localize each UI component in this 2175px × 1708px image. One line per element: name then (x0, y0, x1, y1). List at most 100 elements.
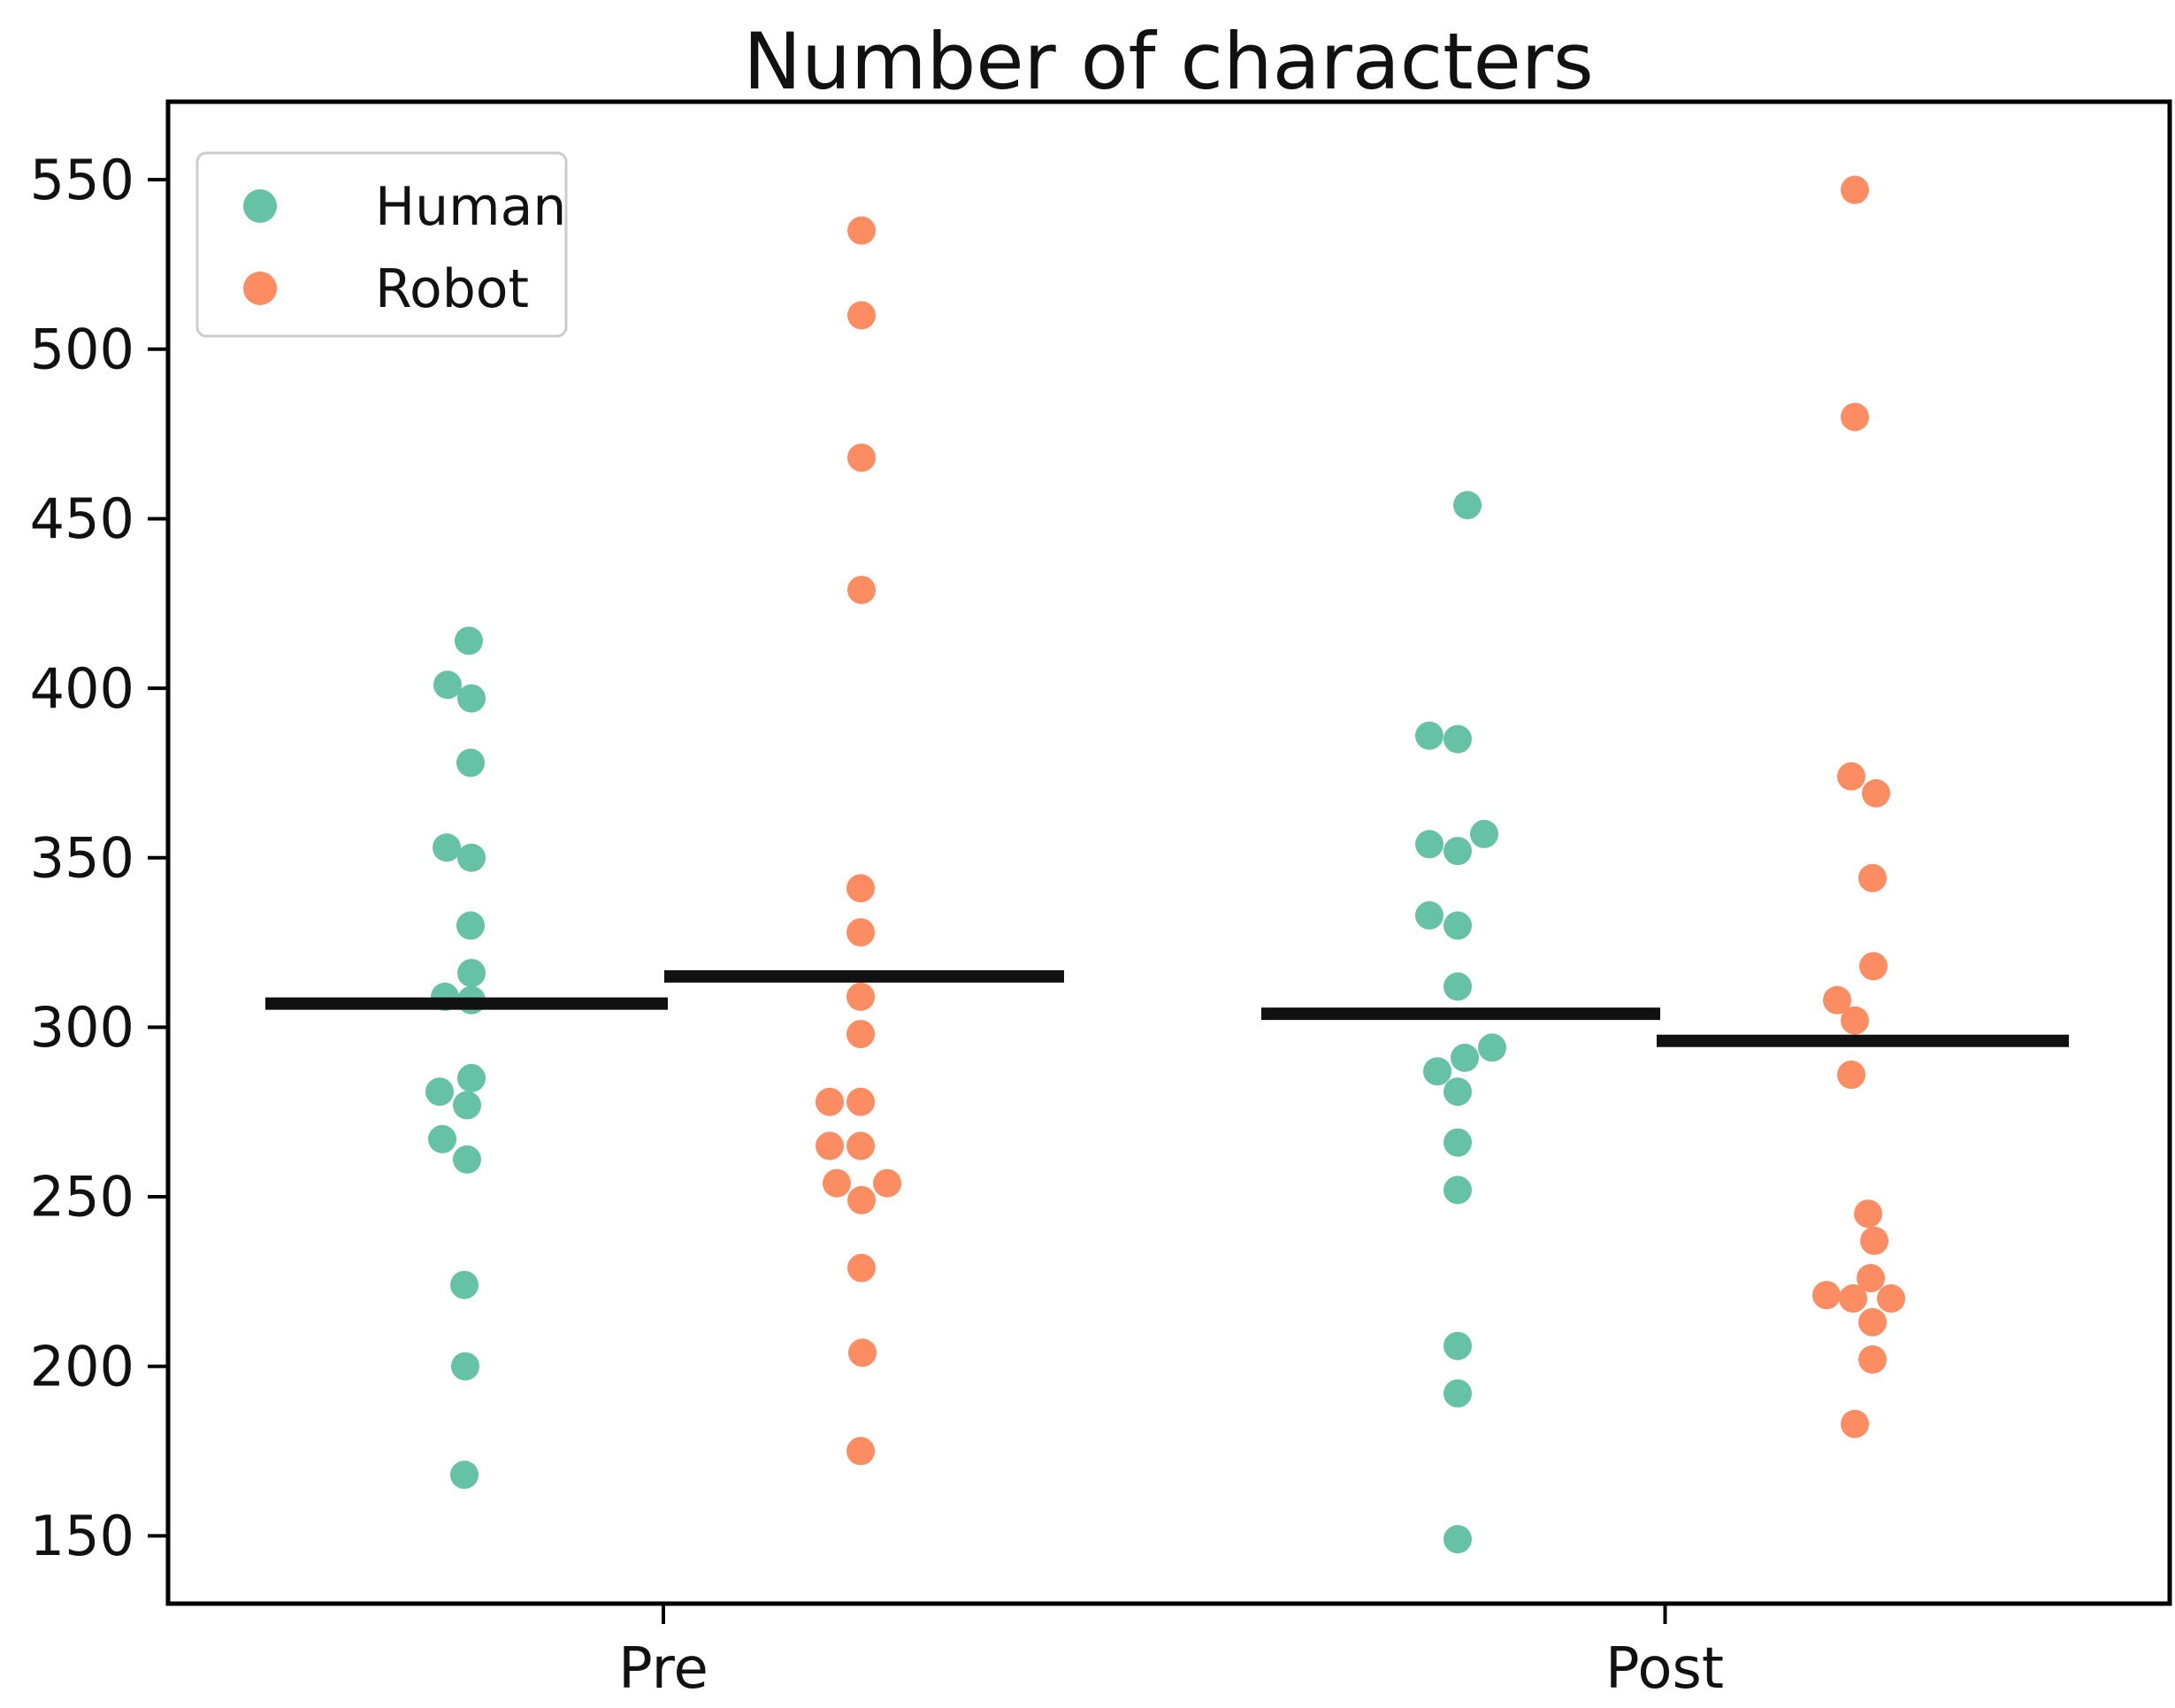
data-point (433, 670, 462, 700)
data-point (457, 959, 486, 988)
data-point (457, 684, 486, 713)
mean-lines (265, 969, 2069, 1047)
y-tick-label: 150 (30, 1504, 134, 1568)
y-tick-label: 450 (30, 486, 134, 551)
data-point (1423, 1057, 1451, 1086)
data-point (428, 1124, 456, 1153)
y-tick-label: 300 (30, 995, 134, 1060)
series-pre-robot (816, 216, 901, 1466)
data-point (1444, 1379, 1472, 1408)
data-point (1858, 1307, 1887, 1337)
data-point (1837, 762, 1865, 791)
data-point (1839, 1284, 1867, 1314)
data-point (846, 1020, 875, 1049)
data-point (1444, 1525, 1472, 1554)
data-point (1841, 1409, 1869, 1438)
data-point (847, 216, 876, 245)
data-point (1451, 1043, 1479, 1072)
data-point (1478, 1033, 1506, 1062)
data-point (1859, 952, 1888, 981)
data-point (451, 1352, 479, 1381)
data-point (1444, 1077, 1472, 1107)
data-point (1444, 1176, 1472, 1205)
data-point (1862, 778, 1890, 808)
data-point (425, 1077, 454, 1107)
data-point (450, 1270, 479, 1299)
data-point (846, 1131, 875, 1160)
y-tick-label: 550 (30, 148, 134, 212)
data-point (847, 1185, 876, 1214)
data-point (1858, 863, 1887, 892)
data-point (433, 833, 461, 862)
data-point (846, 918, 875, 947)
legend-swatch-human-icon (243, 189, 277, 223)
legend-label-human: Human (375, 176, 566, 238)
data-point (1444, 837, 1472, 866)
data-point (846, 982, 875, 1011)
x-tick-label-pre: Pre (618, 1636, 708, 1702)
data-point (1858, 1345, 1887, 1375)
data-point (456, 748, 485, 777)
data-point (1812, 1281, 1841, 1310)
data-point (457, 1063, 486, 1092)
data-point (873, 1168, 901, 1198)
data-point (1444, 1128, 1472, 1157)
data-point (847, 443, 876, 472)
x-axis-ticks (662, 1604, 1667, 1624)
data-points (425, 175, 1905, 1554)
y-tick-label: 200 (30, 1334, 134, 1398)
data-point (1837, 1061, 1865, 1090)
data-point (1444, 911, 1472, 940)
y-tick-label: 400 (30, 656, 134, 721)
legend-label-robot: Robot (375, 258, 529, 320)
data-point (1877, 1284, 1905, 1314)
data-point (847, 301, 876, 330)
data-point (1823, 985, 1851, 1015)
data-point (1444, 972, 1472, 1001)
series-post-robot (1812, 175, 1905, 1438)
data-point (1841, 1006, 1869, 1035)
y-axis-tick-labels: 150 200 250 300 350 400 450 500 550 (30, 148, 134, 1568)
data-point (1415, 830, 1444, 859)
data-point (1453, 491, 1482, 520)
data-point (848, 1338, 877, 1367)
legend-box (195, 151, 568, 338)
data-point (1860, 1226, 1888, 1255)
data-point (453, 1091, 481, 1120)
data-point (453, 1145, 481, 1174)
data-point (847, 575, 876, 604)
data-point (846, 1436, 875, 1466)
data-point (450, 1460, 479, 1490)
series-post-human (1415, 491, 1506, 1554)
data-point (1415, 721, 1444, 750)
y-axis-ticks (148, 178, 168, 1538)
data-point (1444, 724, 1472, 754)
x-tick-label-post: Post (1605, 1636, 1724, 1702)
data-point (1854, 1199, 1882, 1229)
y-tick-label: 500 (30, 318, 134, 382)
legend: Human Robot (195, 151, 568, 338)
data-point (1415, 900, 1444, 930)
data-point (1841, 402, 1869, 432)
y-tick-label: 250 (30, 1165, 134, 1229)
data-point (816, 1087, 844, 1116)
chart-title: Number of characters (743, 16, 1594, 107)
data-point (1470, 819, 1498, 848)
data-point (846, 1087, 875, 1116)
series-pre-human (425, 626, 486, 1490)
data-point (457, 843, 486, 872)
data-point (823, 1168, 851, 1198)
legend-swatch-robot-icon (243, 272, 277, 305)
data-point (1857, 1264, 1885, 1293)
data-point (816, 1131, 844, 1160)
data-point (455, 626, 483, 655)
y-tick-label: 350 (30, 825, 134, 890)
data-point (847, 1253, 876, 1283)
data-point (846, 874, 875, 903)
plot-frame (165, 99, 2172, 1606)
data-point (1841, 175, 1869, 204)
data-point (456, 911, 485, 940)
data-point (1444, 1331, 1472, 1360)
